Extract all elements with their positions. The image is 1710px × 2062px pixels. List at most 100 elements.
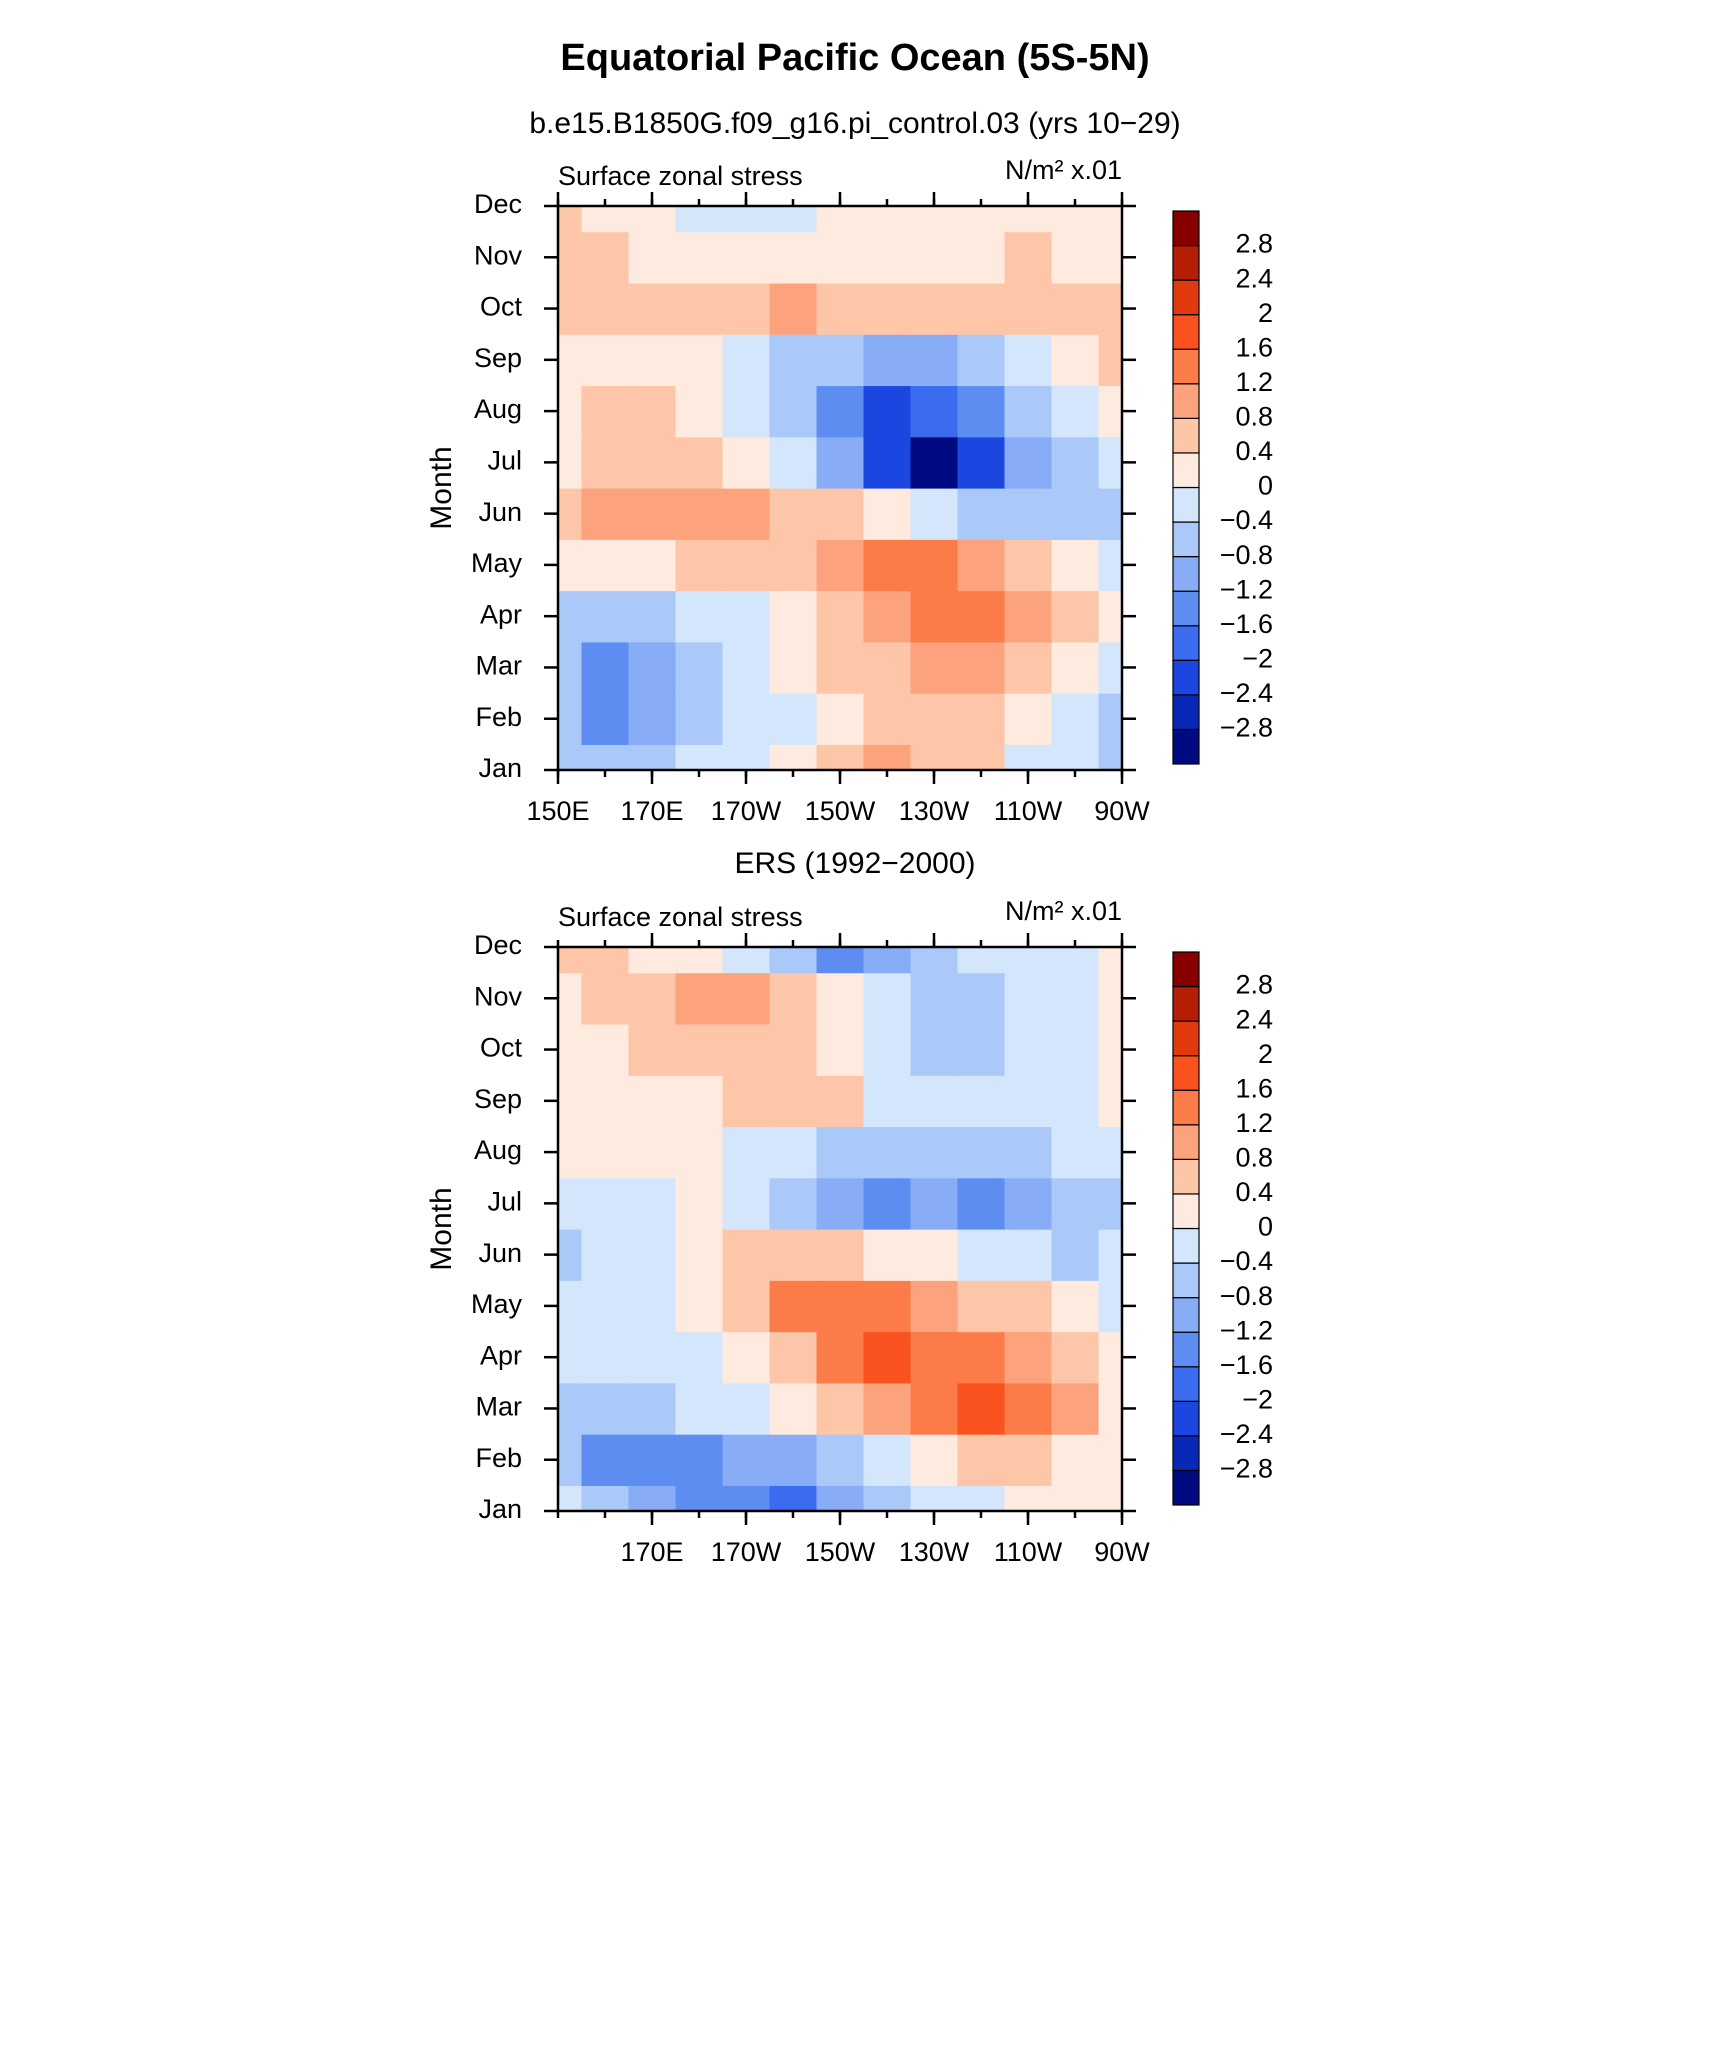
contour-cell: [628, 1434, 677, 1486]
colorbar-label: −0.8: [1220, 1281, 1273, 1311]
colorbar-label: 1.2: [1235, 1108, 1273, 1138]
contour-cell: [1051, 385, 1100, 438]
contour-cell: [863, 1229, 912, 1281]
contour-cell: [769, 1331, 818, 1384]
contour-cell: [816, 488, 865, 540]
contour-cell: [863, 206, 912, 233]
contour-cell: [675, 947, 724, 974]
contour-cell: [581, 436, 630, 489]
contour-cell: [722, 1177, 771, 1230]
contour-cell: [628, 231, 677, 284]
contour-cell: [675, 1280, 724, 1333]
contour-cell: [1098, 1075, 1123, 1128]
contour-cell: [581, 1229, 630, 1281]
contour-cell: [628, 206, 677, 233]
x-tick-label: 130W: [899, 796, 970, 826]
colorbar-label: −1.2: [1220, 1315, 1273, 1345]
contour-cell: [1051, 1229, 1100, 1281]
contour-cell: [1098, 436, 1123, 489]
contour-cell: [816, 1126, 865, 1179]
contour-cell: [628, 282, 677, 335]
contour-cell: [1004, 1023, 1053, 1076]
contour-cell: [1004, 972, 1053, 1025]
contour-cell: [1098, 693, 1123, 745]
contour-cell: [581, 1177, 630, 1230]
colorbar-box: [1172, 1020, 1200, 1057]
contour-cell: [675, 488, 724, 540]
contour-cell: [816, 282, 865, 335]
contour-cell: [816, 972, 865, 1025]
contour-cell: [722, 1382, 771, 1435]
y-tick-label: Oct: [480, 1033, 523, 1063]
contour-cell: [675, 693, 724, 745]
contour-cell: [722, 1331, 771, 1384]
y-tick-label: Dec: [474, 189, 522, 219]
contour-cell: [957, 693, 1006, 745]
contour-cell: [628, 744, 677, 771]
contour-cell: [581, 1382, 630, 1435]
colorbar-box: [1172, 348, 1200, 385]
colorbar-label: −0.8: [1220, 540, 1273, 570]
contour-cell: [863, 334, 912, 387]
colorbar-box: [1172, 1366, 1200, 1402]
contour-cell: [910, 488, 959, 540]
colorbar-box: [1172, 1158, 1200, 1195]
contour-cell: [1098, 1280, 1123, 1333]
colorbar-box: [1172, 1124, 1200, 1160]
contour-cell: [628, 1485, 677, 1512]
contour-cell: [816, 590, 865, 643]
contour-cell: [863, 231, 912, 284]
contour-cell: [628, 1126, 677, 1179]
colorbar-box: [1172, 279, 1200, 316]
contour-cell: [1004, 385, 1053, 438]
x-tick-label: 170W: [711, 1537, 782, 1567]
contour-cell: [910, 539, 959, 592]
contour-cell: [558, 947, 583, 974]
contour-cell: [581, 1075, 630, 1128]
contour-cell: [558, 1126, 583, 1179]
contour-cell: [558, 1177, 583, 1230]
y-tick-label: Feb: [475, 1443, 522, 1473]
contour-cell: [581, 1331, 630, 1384]
contour-cell: [1051, 436, 1100, 489]
contour-cell: [581, 334, 630, 387]
contour-cell: [816, 744, 865, 771]
contour-cell: [1051, 1485, 1100, 1512]
contour-cell: [863, 641, 912, 694]
contour-cell: [769, 231, 818, 284]
contour-cell: [1004, 1126, 1053, 1179]
contour-cell: [581, 1280, 630, 1333]
contour-cell: [957, 488, 1006, 540]
panel-title: b.e15.B1850G.f09_g16.pi_control.03 (yrs …: [529, 107, 1180, 140]
contour-cell: [1051, 947, 1100, 974]
colorbar-label: 2.4: [1235, 1004, 1273, 1034]
contour-cell: [910, 972, 959, 1025]
contour-cell: [910, 282, 959, 335]
contour-cell: [769, 1485, 818, 1512]
contour-cell: [628, 436, 677, 489]
colorbar-box: [1172, 1055, 1200, 1091]
contour-cell: [816, 539, 865, 592]
colorbar-label: 0.8: [1235, 1143, 1273, 1173]
contour-cell: [722, 590, 771, 643]
contour-cell: [1051, 1382, 1100, 1435]
colorbar-label: 2.4: [1235, 263, 1273, 293]
colorbar-box: [1172, 383, 1200, 419]
y-tick-label: Sep: [474, 1084, 522, 1114]
contour-cell: [816, 1382, 865, 1435]
colorbar-label: 2.8: [1235, 229, 1273, 259]
y-axis-label: Month: [425, 446, 458, 529]
contour-cell: [957, 282, 1006, 335]
y-tick-label: Feb: [475, 702, 522, 732]
contour-cell: [957, 1177, 1006, 1230]
contour-cell: [910, 744, 959, 771]
contour-cell: [816, 1023, 865, 1076]
colorbar-box: [1172, 452, 1200, 489]
contour-cell: [722, 744, 771, 771]
contour-cell: [558, 436, 583, 489]
contour-cell: [628, 1331, 677, 1384]
contour-cell: [581, 1126, 630, 1179]
contour-cell: [1051, 282, 1100, 335]
contour-cell: [910, 1434, 959, 1486]
contour-cell: [910, 947, 959, 974]
